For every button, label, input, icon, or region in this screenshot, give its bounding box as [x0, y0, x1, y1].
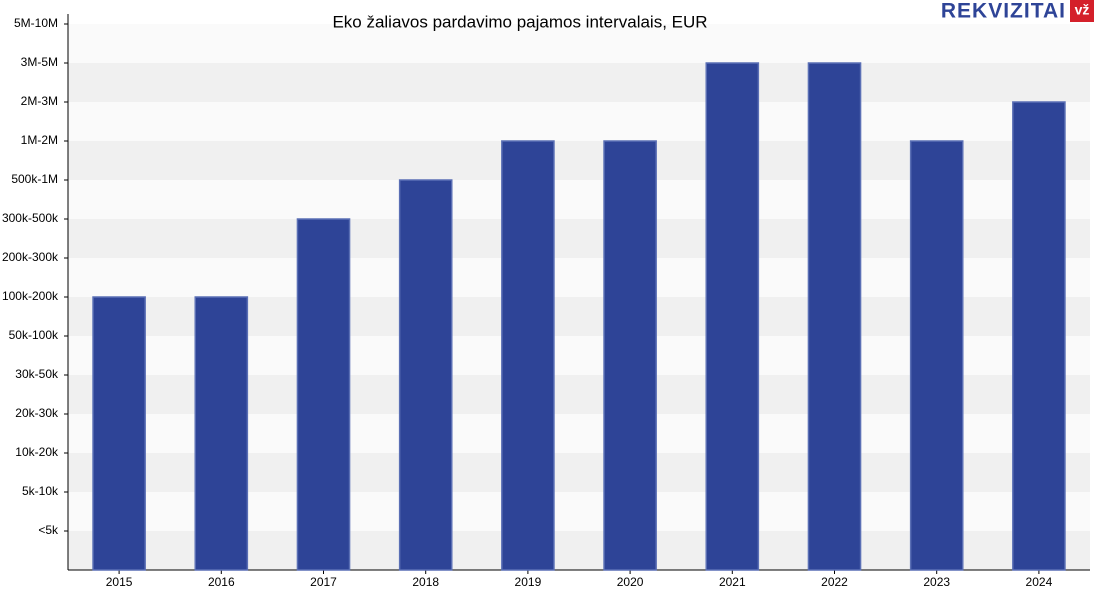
chart-title: Eko žaliavos pardavimo pajamos intervala… — [332, 12, 707, 31]
x-tick-label: 2019 — [515, 575, 542, 589]
x-tick-label: 2016 — [208, 575, 235, 589]
bar — [1012, 101, 1066, 571]
bar — [92, 296, 146, 571]
y-tick-label: 20k-30k — [15, 406, 59, 420]
bar — [807, 62, 862, 571]
grid-band — [68, 24, 1090, 63]
y-tick-label: 3M-5M — [21, 55, 58, 69]
x-tick-label: 2020 — [617, 575, 644, 589]
bar — [705, 62, 760, 571]
bar — [501, 140, 555, 571]
y-tick-label: 30k-50k — [15, 367, 59, 381]
y-tick-label: 1M-2M — [21, 133, 58, 147]
x-tick-label: 2024 — [1026, 575, 1053, 589]
y-tick-label: 100k-200k — [2, 289, 59, 303]
y-tick-label: 500k-1M — [11, 172, 58, 186]
x-tick-label: 2022 — [821, 575, 848, 589]
logo-text: REKVIZITAI — [941, 0, 1066, 23]
logo-badge — [1070, 0, 1094, 22]
bar — [194, 296, 249, 571]
x-tick-label: 2021 — [719, 575, 746, 589]
bar — [909, 140, 964, 571]
y-tick-label: 200k-300k — [2, 250, 59, 264]
x-tick-label: 2017 — [310, 575, 337, 589]
bar — [398, 179, 453, 571]
y-tick-label: 300k-500k — [2, 211, 59, 225]
grid-band — [68, 102, 1090, 141]
y-tick-label: <5k — [38, 523, 59, 537]
y-tick-label: 5M-10M — [14, 16, 58, 30]
x-tick-label: 2015 — [106, 575, 133, 589]
y-tick-label: 5k-10k — [22, 484, 59, 498]
logo-badge-text: vž — [1075, 2, 1090, 18]
y-tick-label: 2M-3M — [21, 94, 58, 108]
x-tick-label: 2018 — [412, 575, 439, 589]
bar — [296, 218, 351, 571]
y-tick-label: 50k-100k — [9, 328, 59, 342]
bar — [603, 140, 657, 571]
y-tick-label: 10k-20k — [15, 445, 59, 459]
grid-band — [68, 63, 1090, 102]
x-tick-label: 2023 — [923, 575, 950, 589]
